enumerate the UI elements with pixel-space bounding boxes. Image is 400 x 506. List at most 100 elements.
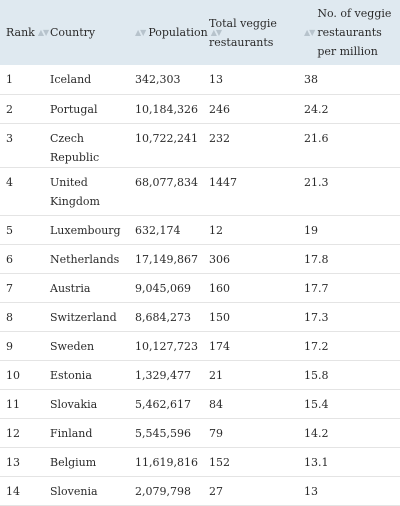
country-cell: Finland [46, 418, 131, 448]
population-cell: 10,127,723 [131, 331, 203, 361]
per-million-cell: 17.7 [296, 273, 400, 303]
per-million-cell: 24.2 [296, 94, 400, 124]
rank-cell: 6 [0, 244, 46, 274]
population-cell: 9,045,069 [131, 273, 203, 303]
country-cell: Luxembourg [46, 215, 131, 245]
total-veggie-cell: 79 [203, 418, 296, 448]
per-million-cell: 17.3 [296, 302, 400, 332]
per-million-cell: 15.4 [296, 389, 400, 419]
rank-cell: 7 [0, 273, 46, 303]
table-row: 5 Luxembourg 632,174 12 19 [0, 215, 400, 245]
table-row: 13 Belgium 11,619,816 152 13.1 [0, 447, 400, 477]
total-veggie-cell: 12 [203, 215, 296, 245]
table-row: 6 Netherlands 17,149,867 306 17.8 [0, 244, 400, 274]
total-veggie-cell: 232 [203, 123, 296, 168]
population-cell: 68,077,834 [131, 167, 203, 216]
total-veggie-cell: 174 [203, 331, 296, 361]
table-row: 10 Estonia 1,329,477 21 15.8 [0, 360, 400, 390]
population-cell: 10,184,326 [131, 94, 203, 124]
population-cell: 10,722,241 [131, 123, 203, 168]
column-header-population[interactable]: ▲▼ Population ▲▼ [131, 0, 222, 65]
rank-cell: 5 [0, 215, 46, 245]
total-veggie-cell: 84 [203, 389, 296, 419]
total-veggie-cell: 306 [203, 244, 296, 274]
column-header-population-label: Population [148, 26, 208, 39]
country-cell: Netherlands [46, 244, 131, 274]
rank-cell: 1 [0, 65, 46, 95]
column-header-rank-label: Rank [6, 26, 35, 39]
rank-cell: 13 [0, 447, 46, 477]
population-cell: 342,303 [131, 65, 203, 95]
sort-icon[interactable]: ▲▼ [135, 28, 146, 37]
per-million-cell: 21.3 [296, 167, 400, 216]
total-veggie-cell: 246 [203, 94, 296, 124]
column-header-total-veggie[interactable]: Total veggie restaurants [203, 0, 296, 65]
column-header-total-veggie-label: Total veggie restaurants [209, 16, 277, 49]
column-header-rank[interactable]: Rank ▲▼ [0, 0, 49, 65]
per-million-cell: 21.6 [296, 123, 400, 168]
population-cell: 2,079,798 [131, 476, 203, 506]
per-million-cell: 13.1 [296, 447, 400, 477]
total-veggie-cell: 150 [203, 302, 296, 332]
per-million-cell: 15.8 [296, 360, 400, 390]
table-row: 7 Austria 9,045,069 160 17.7 [0, 273, 400, 303]
column-header-per-million-label: No. of veggie restaurants per million [317, 7, 392, 58]
population-cell: 17,149,867 [131, 244, 203, 274]
table-row: 11 Slovakia 5,462,617 84 15.4 [0, 389, 400, 419]
per-million-cell: 17.2 [296, 331, 400, 361]
rank-cell: 14 [0, 476, 46, 506]
total-veggie-cell: 160 [203, 273, 296, 303]
table-row: 3 Czech Republic 10,722,241 232 21.6 [0, 123, 400, 168]
total-veggie-cell: 13 [203, 65, 296, 95]
rank-cell: 3 [0, 123, 46, 168]
per-million-cell: 19 [296, 215, 400, 245]
rank-cell: 11 [0, 389, 46, 419]
country-cell: Slovenia [46, 476, 131, 506]
rank-cell: 4 [0, 167, 46, 216]
country-cell: United Kingdom [46, 167, 131, 216]
table-header: Rank ▲▼ Country ▲▼ Population ▲▼ Total v… [0, 0, 400, 65]
total-veggie-cell: 1447 [203, 167, 296, 216]
sort-icon[interactable]: ▲▼ [37, 28, 49, 37]
country-cell: Sweden [46, 331, 131, 361]
population-cell: 1,329,477 [131, 360, 203, 390]
per-million-cell: 14.2 [296, 418, 400, 448]
country-cell: Estonia [46, 360, 131, 390]
table-row: 8 Switzerland 8,684,273 150 17.3 [0, 302, 400, 332]
per-million-cell: 13 [296, 476, 400, 506]
country-cell: Czech Republic [46, 123, 131, 168]
country-cell: Slovakia [46, 389, 131, 419]
rank-cell: 10 [0, 360, 46, 390]
population-cell: 8,684,273 [131, 302, 203, 332]
population-cell: 5,545,596 [131, 418, 203, 448]
total-veggie-cell: 21 [203, 360, 296, 390]
country-cell: Portugal [46, 94, 131, 124]
rank-cell: 8 [0, 302, 46, 332]
sort-icon[interactable]: ▲▼ [304, 28, 315, 37]
per-million-cell: 38 [296, 65, 400, 95]
table-row: 9 Sweden 10,127,723 174 17.2 [0, 331, 400, 361]
column-header-per-million[interactable]: ▲▼ No. of veggie restaurants per million [296, 0, 400, 65]
population-cell: 11,619,816 [131, 447, 203, 477]
column-header-country-label: Country [50, 26, 96, 39]
table-row: 12 Finland 5,545,596 79 14.2 [0, 418, 400, 448]
total-veggie-cell: 27 [203, 476, 296, 506]
table-row: 2 Portugal 10,184,326 246 24.2 [0, 94, 400, 124]
sort-icon[interactable]: ▲▼ [210, 28, 222, 37]
country-cell: Belgium [46, 447, 131, 477]
country-cell: Iceland [46, 65, 131, 95]
country-cell: Austria [46, 273, 131, 303]
table-body: 1 Iceland 342,303 13 38 2 Portugal 10,184,326 24… [0, 65, 400, 506]
column-header-country[interactable]: Country [46, 0, 131, 65]
total-veggie-cell: 152 [203, 447, 296, 477]
population-cell: 632,174 [131, 215, 203, 245]
per-million-cell: 17.8 [296, 244, 400, 274]
table-row: 1 Iceland 342,303 13 38 [0, 65, 400, 95]
population-cell: 5,462,617 [131, 389, 203, 419]
header-row: Rank ▲▼ Country ▲▼ Population ▲▼ Total v… [0, 0, 400, 65]
table-row: 14 Slovenia 2,079,798 27 13 [0, 476, 400, 506]
country-cell: Switzerland [46, 302, 131, 332]
table-row: 4 United Kingdom 68,077,834 1447 21.3 [0, 167, 400, 216]
rank-cell: 12 [0, 418, 46, 448]
